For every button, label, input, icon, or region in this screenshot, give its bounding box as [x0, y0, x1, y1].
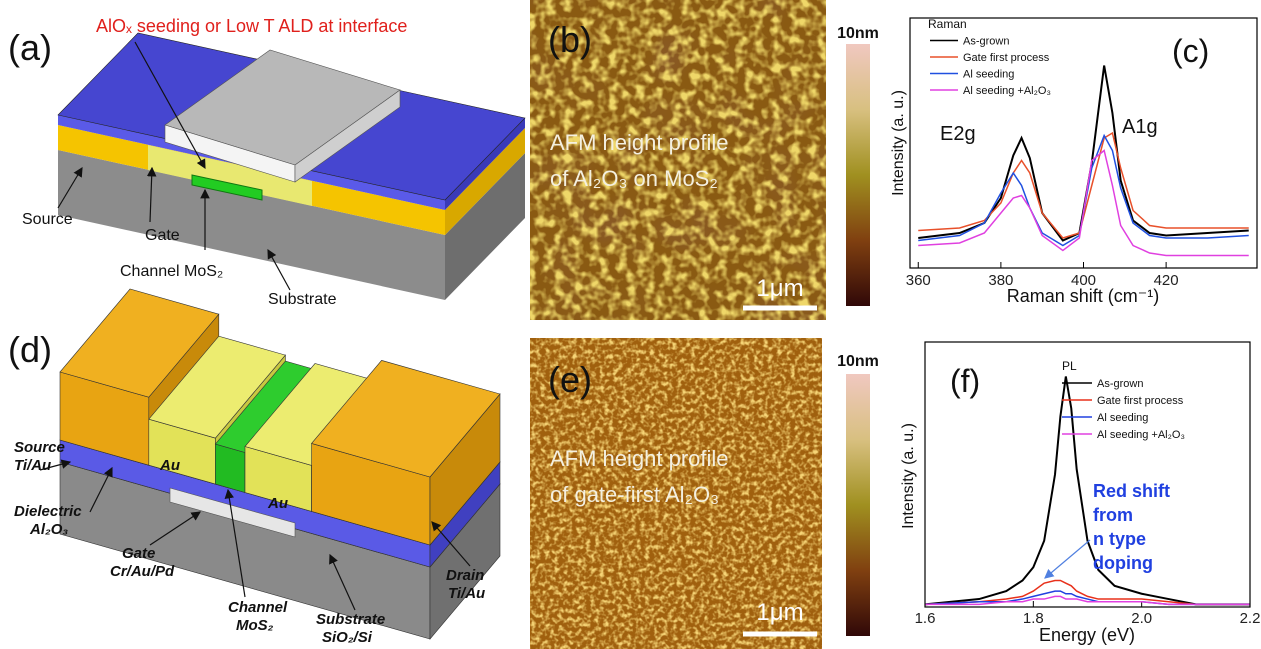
- label: Channel: [228, 599, 288, 616]
- panel-label: (f): [950, 363, 980, 399]
- panel-label: (d): [8, 329, 52, 370]
- label: Channel MoS₂: [120, 263, 223, 280]
- x-tick-label: 2.2: [1240, 610, 1261, 627]
- scale-bar-label: 1μm: [756, 599, 803, 626]
- panel-label: (b): [548, 19, 592, 60]
- annotation: n type: [1093, 529, 1146, 549]
- annotation: E2g: [940, 123, 976, 145]
- legend-label: Gate first process: [1097, 395, 1184, 407]
- panel-label: (a): [8, 27, 52, 68]
- legend-title: PL: [1062, 359, 1077, 373]
- color-bar-label: 10nm: [837, 353, 879, 370]
- label: Ti/Au: [448, 585, 485, 602]
- color-bar: [846, 44, 870, 306]
- legend-label: Al seeding: [1097, 412, 1148, 424]
- label: Dielectric: [14, 503, 82, 520]
- label: Source: [14, 439, 65, 456]
- legend-label: Al seeding +Al₂O₃: [963, 85, 1051, 97]
- label: Gate: [145, 227, 180, 244]
- device-a: [58, 33, 525, 300]
- legend-label: As-grown: [963, 36, 1009, 48]
- annotation: Red shift: [1093, 481, 1170, 501]
- label: Au: [267, 495, 288, 512]
- label: Cr/Au/Pd: [110, 563, 175, 580]
- caption: AFM height profile: [550, 446, 729, 471]
- label: Ti/Au: [14, 457, 51, 474]
- x-tick-label: 1.6: [915, 610, 936, 627]
- label: Au: [159, 457, 180, 474]
- label: Source: [22, 211, 73, 228]
- color-bar-label: 10nm: [837, 25, 879, 42]
- legend-label: Al seeding +Al₂O₃: [1097, 429, 1185, 441]
- legend-label: Al seeding: [963, 69, 1014, 81]
- label: SiO₂/Si: [322, 629, 373, 646]
- legend-label: As-grown: [1097, 378, 1143, 390]
- panel-label: (c): [1172, 33, 1209, 69]
- x-axis-label: Raman shift (cm⁻¹): [1007, 286, 1160, 306]
- x-tick-label: 360: [906, 272, 931, 289]
- label: Gate: [122, 545, 155, 562]
- annotation: A1g: [1122, 116, 1158, 138]
- y-axis-label: Intensity (a. u.): [890, 90, 907, 196]
- panel-label: (e): [548, 359, 592, 400]
- device-d: [40, 289, 500, 639]
- label: Al₂O₃: [29, 521, 68, 538]
- caption: of Al₂O₃ on MoS₂: [550, 166, 718, 191]
- color-bar: [846, 374, 870, 636]
- label: Drain: [446, 567, 484, 584]
- scale-bar-label: 1μm: [756, 275, 803, 302]
- label: MoS₂: [236, 617, 274, 634]
- caption: of gate-first Al₂O₃: [550, 482, 719, 507]
- y-axis-label: Intensity (a. u.): [900, 423, 917, 529]
- panel-title: AlOₓ seeding or Low T ALD at interface: [96, 16, 407, 36]
- annotation: from: [1093, 505, 1133, 525]
- caption: AFM height profile: [550, 130, 729, 155]
- legend-title: Raman: [928, 17, 967, 31]
- x-axis-label: Energy (eV): [1039, 625, 1135, 645]
- figure: (a) AlOₓ seeding or Low T ALD at interfa…: [0, 0, 1261, 649]
- label: Substrate: [268, 291, 337, 308]
- label: Substrate: [316, 611, 385, 628]
- annotation: doping: [1093, 553, 1153, 573]
- legend-label: Gate first process: [963, 52, 1050, 64]
